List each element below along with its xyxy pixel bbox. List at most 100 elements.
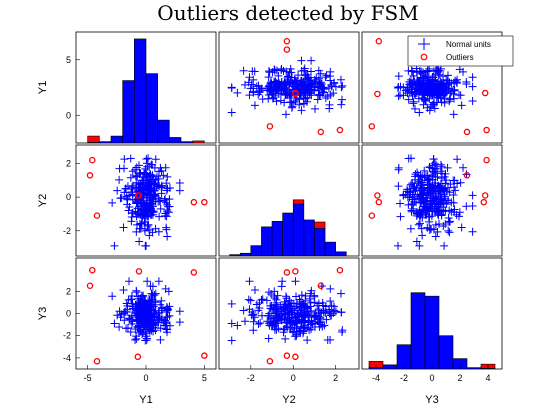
normal-unit-point <box>121 307 130 316</box>
normal-unit-point <box>279 325 288 334</box>
normal-unit-point <box>453 155 462 164</box>
outlier-point <box>190 198 198 206</box>
normal-unit-point <box>290 323 299 332</box>
y-axis-label-Y2: Y2 <box>37 194 49 207</box>
outlier-point <box>374 90 381 98</box>
normal-unit-point <box>418 68 427 77</box>
normal-unit-point <box>124 295 133 304</box>
normal-unit-point <box>449 198 458 207</box>
normal-unit-point <box>265 68 274 77</box>
normal-unit-point <box>453 179 462 188</box>
normal-unit-point <box>437 174 446 183</box>
chart-title: Outliers detected by FSM <box>157 1 418 25</box>
normal-unit-point <box>239 306 248 315</box>
normal-unit-point <box>420 166 429 175</box>
normal-unit-point <box>406 224 415 233</box>
legend-box <box>407 35 514 67</box>
normal-unit-point <box>297 56 306 65</box>
normal-unit-point <box>431 169 440 178</box>
normal-unit-point <box>108 198 117 207</box>
normal-unit-point <box>394 72 403 81</box>
normal-unit-point <box>322 71 331 80</box>
panel-Y1-Y2 <box>218 31 360 144</box>
normal-unit-point <box>299 307 308 316</box>
col-tick-label: 0 <box>143 373 148 383</box>
normal-unit-point <box>119 285 128 294</box>
normal-unit-point <box>141 336 150 345</box>
normal-unit-point <box>126 154 135 163</box>
normal-unit-point <box>396 91 405 100</box>
normal-unit-point <box>144 154 153 163</box>
normal-unit-point <box>145 193 154 202</box>
normal-unit-point <box>240 317 249 326</box>
normal-unit-point <box>137 219 146 228</box>
normal-unit-point <box>157 166 166 175</box>
normal-unit-point <box>257 84 266 93</box>
normal-unit-point <box>134 180 143 189</box>
normal-unit-point <box>140 310 149 319</box>
normal-unit-point <box>296 328 305 337</box>
normal-unit-point <box>281 79 290 88</box>
normal-unit-point <box>431 232 440 241</box>
hist-bar-normal <box>303 219 315 256</box>
hist-bar-normal <box>110 135 123 143</box>
normal-unit-point <box>440 98 449 107</box>
normal-unit-point <box>120 188 129 197</box>
normal-unit-point <box>132 334 141 343</box>
normal-unit-point <box>131 324 140 333</box>
normal-unit-point <box>418 231 427 240</box>
normal-unit-point <box>143 277 152 286</box>
normal-unit-point <box>445 218 454 227</box>
outlier-point <box>292 90 299 98</box>
normal-unit-point <box>135 237 144 246</box>
outlier-point <box>480 198 488 206</box>
normal-unit-point <box>416 79 425 88</box>
normal-unit-point <box>443 71 452 80</box>
legend-label-normal: Normal units <box>446 40 491 49</box>
normal-unit-point <box>284 72 293 81</box>
normal-unit-point <box>409 99 418 108</box>
normal-unit-point <box>163 172 172 181</box>
normal-unit-point <box>154 277 163 286</box>
normal-unit-point <box>154 181 163 190</box>
normal-unit-point <box>329 89 338 98</box>
normal-unit-point <box>412 237 421 246</box>
normal-unit-point <box>256 319 265 328</box>
outlier-point <box>463 172 471 179</box>
normal-unit-point <box>142 154 151 163</box>
normal-unit-point <box>394 182 403 191</box>
normal-unit-point <box>423 204 432 213</box>
normal-unit-point <box>151 155 160 164</box>
normal-unit-point <box>450 94 459 103</box>
normal-unit-point <box>412 184 421 193</box>
row-tick-label: 2 <box>66 286 71 296</box>
normal-unit-point <box>136 179 145 188</box>
normal-unit-point <box>125 277 134 286</box>
normal-unit-point <box>418 196 427 205</box>
outlier-point <box>86 172 94 179</box>
normal-unit-point <box>116 194 125 203</box>
normal-unit-point <box>277 64 286 73</box>
normal-unit-point <box>249 326 258 335</box>
outlier-point <box>93 212 101 219</box>
normal-unit-point <box>306 289 315 298</box>
normal-unit-point <box>157 296 166 305</box>
normal-unit-point <box>142 241 151 250</box>
normal-unit-point <box>287 299 296 307</box>
normal-unit-point <box>444 214 453 223</box>
normal-unit-point <box>266 79 275 88</box>
normal-unit-point <box>415 207 424 216</box>
normal-unit-point <box>408 67 417 76</box>
normal-unit-point <box>294 71 303 80</box>
normal-unit-point <box>433 164 442 173</box>
normal-unit-point <box>277 85 286 94</box>
outlier-point <box>481 89 489 97</box>
normal-unit-point <box>227 319 236 328</box>
hist-bar-normal <box>134 38 147 143</box>
normal-unit-point <box>298 312 307 321</box>
normal-unit-point <box>165 195 174 204</box>
normal-unit-point <box>443 183 452 192</box>
normal-unit-point <box>147 292 156 301</box>
normal-unit-point <box>325 104 334 113</box>
normal-unit-point <box>318 322 327 331</box>
